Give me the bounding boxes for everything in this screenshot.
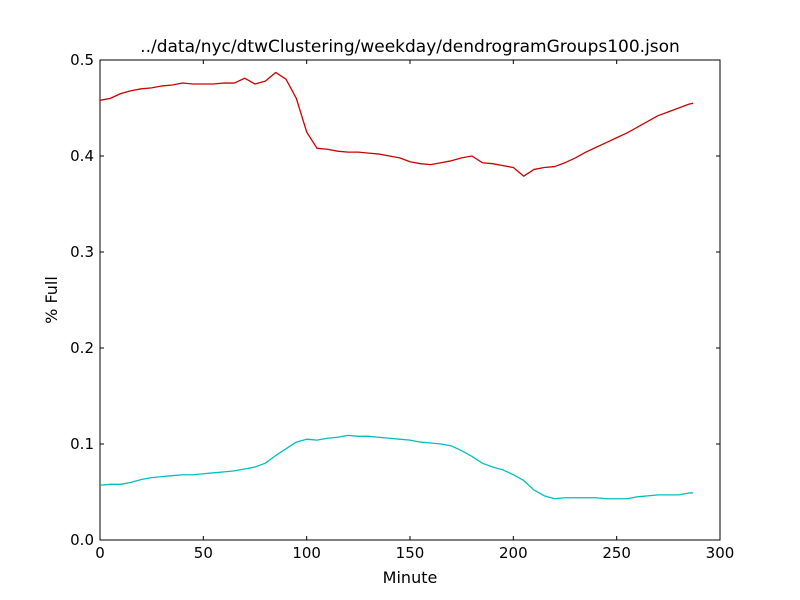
x-tick-label: 300 <box>706 544 735 562</box>
chart-title: ../data/nyc/dtwClustering/weekday/dendro… <box>140 37 680 57</box>
y-tick-label: 0.5 <box>70 51 94 69</box>
series-line-2 <box>99 434 694 500</box>
y-tick-label: 0.2 <box>70 339 94 357</box>
x-tick-label: 250 <box>602 544 631 562</box>
x-tick-label: 0 <box>95 544 105 562</box>
y-axis: 0.0 0.1 0.2 0.3 0.4 0.5 <box>70 51 720 549</box>
x-tick-label: 50 <box>194 544 213 562</box>
plot-frame <box>99 59 721 541</box>
series-layer <box>99 71 694 500</box>
x-tick-label: 200 <box>499 544 528 562</box>
x-axis: 0 50 100 150 200 250 300 <box>95 60 734 562</box>
y-axis-label: % Full <box>42 276 61 324</box>
plot-area <box>99 59 721 541</box>
x-axis-label: Minute <box>383 568 438 587</box>
y-tick-label: 0.0 <box>70 531 94 549</box>
y-tick-label: 0.3 <box>70 243 94 261</box>
series-line-1 <box>99 71 694 177</box>
y-tick-label: 0.4 <box>70 147 94 165</box>
x-tick-label: 100 <box>292 544 321 562</box>
x-tick-label: 150 <box>396 544 425 562</box>
y-tick-label: 0.1 <box>70 435 94 453</box>
